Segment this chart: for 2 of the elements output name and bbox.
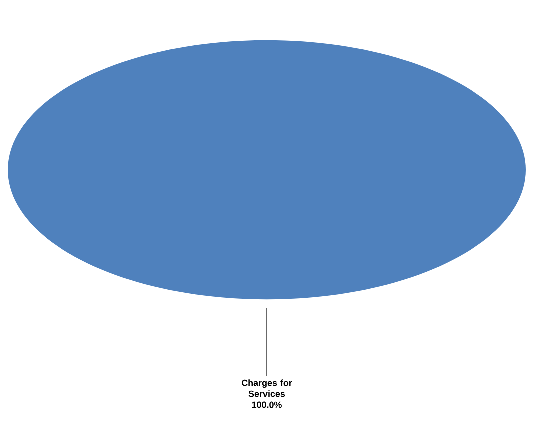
slice-label: Charges for Services <box>242 380 292 398</box>
data-label: 100.0% <box>252 402 282 408</box>
